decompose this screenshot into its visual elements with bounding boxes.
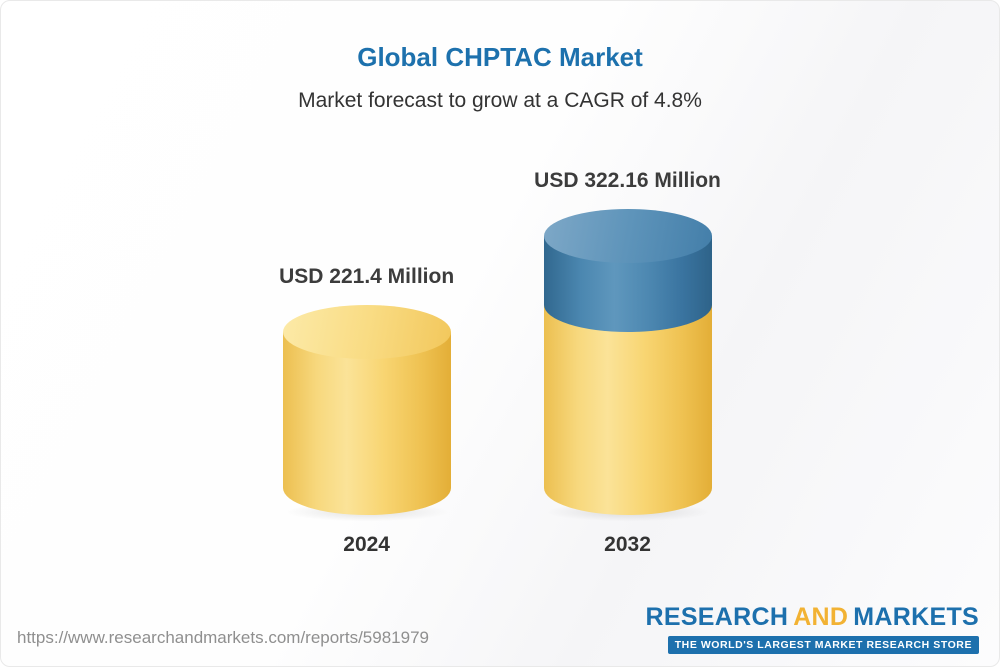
cylinder-2024-top-ellipse — [282, 305, 451, 359]
bar-group-2024: USD 221.4 Million 2024 — [262, 265, 471, 559]
cylinder-2032-base-segment — [543, 305, 712, 515]
logo-word-markets: MARKETS — [853, 603, 979, 631]
cylinder-2032 — [523, 209, 732, 524]
category-label-2032: 2032 — [604, 533, 651, 556]
research-and-markets-logo: RESEARCH AND MARKETS THE WORLD'S LARGEST M… — [646, 603, 980, 654]
logo-word-research: RESEARCH — [645, 603, 789, 631]
logo-wordmark: RESEARCH AND MARKETS — [646, 603, 980, 632]
bar-group-2032: USD 322.16 Million 2032 — [523, 169, 732, 559]
footer: https://www.researchandmarkets.com/repor… — [17, 603, 979, 654]
cylinder-2024-body — [282, 332, 451, 515]
chart-title: Global CHPTAC Market — [357, 42, 643, 72]
value-label-2032: USD 322.16 Million — [534, 169, 721, 192]
logo-tagline: THE WORLD'S LARGEST MARKET RESEARCH STOR… — [667, 636, 979, 654]
plot-area: USD 221.4 Million 2024 USD 322.16 Millio… — [1, 159, 999, 559]
cylinder-2024 — [262, 305, 471, 524]
report-url: https://www.researchandmarkets.com/repor… — [17, 628, 429, 647]
cylinder-2032-top-ellipse — [543, 209, 712, 263]
chart-subtitle: Market forecast to grow at a CAGR of 4.8… — [298, 89, 702, 112]
chart-header: Global CHPTAC Market Market forecast to … — [1, 1, 999, 113]
category-label-2024: 2024 — [343, 533, 390, 556]
value-label-2024: USD 221.4 Million — [279, 265, 455, 288]
logo-word-and: AND — [793, 603, 849, 631]
